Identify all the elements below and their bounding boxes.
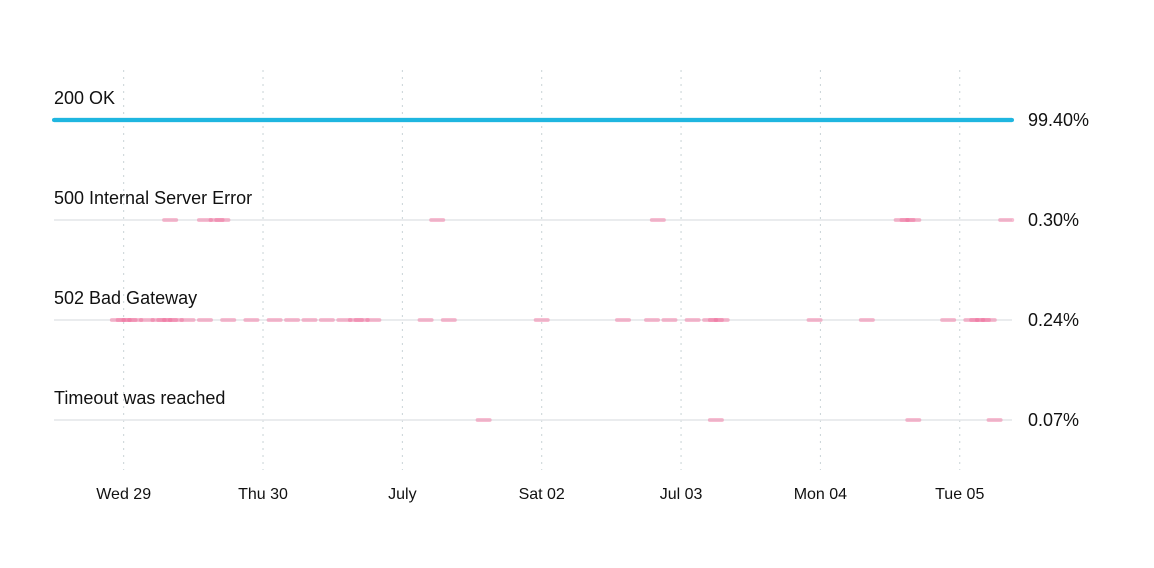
event-segment: [301, 318, 318, 322]
series-share: 0.07%: [1028, 410, 1079, 430]
event-segment: [963, 318, 980, 322]
event-segment: [980, 318, 997, 322]
event-segment: [284, 318, 301, 322]
event-segment: [974, 318, 991, 322]
x-tick-label: Mon 04: [794, 486, 847, 503]
series-label: Timeout was reached: [54, 388, 225, 408]
event-segment: [899, 218, 916, 222]
event-segment: [243, 318, 260, 322]
x-tick-label: Sat 02: [519, 486, 565, 503]
series-share: 0.24%: [1028, 310, 1079, 330]
event-segment: [121, 318, 138, 322]
event-segment: [167, 318, 184, 322]
event-segment: [905, 418, 922, 422]
event-segment: [713, 318, 730, 322]
x-tick-label: Thu 30: [238, 486, 288, 503]
event-segment: [475, 418, 492, 422]
event-segment: [318, 318, 335, 322]
event-segment: [179, 318, 196, 322]
event-segment: [115, 318, 132, 322]
event-segment: [707, 318, 724, 322]
x-tick-label: Wed 29: [96, 486, 151, 503]
event-segment: [893, 218, 910, 222]
event-segment: [150, 318, 167, 322]
event-segment: [649, 218, 666, 222]
series-share: 0.30%: [1028, 210, 1079, 230]
event-segment: [998, 218, 1015, 222]
event-segment: [162, 218, 179, 222]
event-segment: [969, 318, 986, 322]
event-segment: [353, 318, 370, 322]
event-segment: [266, 318, 283, 322]
event-segment: [214, 218, 231, 222]
event-segment: [707, 418, 724, 422]
event-segment: [196, 218, 213, 222]
series-row: 200 OK 99.40%: [52, 88, 1089, 130]
event-segment: [347, 318, 364, 322]
series-label: 200 OK: [54, 88, 115, 108]
event-segment: [702, 318, 719, 322]
event-segment: [940, 318, 957, 322]
event-segment: [127, 318, 144, 322]
event-segment: [336, 318, 353, 322]
event-segment: [644, 318, 661, 322]
x-tick-label: July: [388, 486, 416, 503]
series-label: 502 Bad Gateway: [54, 288, 197, 308]
event-segment: [533, 318, 550, 322]
event-segment: [365, 318, 382, 322]
event-segment: [417, 318, 434, 322]
event-segment: [156, 318, 173, 322]
event-segment: [661, 318, 678, 322]
x-axis-ticks: Wed 29 Thu 30 July Sat 02 Jul 03 Mon 04 Tue 05: [96, 486, 984, 503]
series-share: 99.40%: [1028, 110, 1089, 130]
series-rows: 200 OK 99.40% 500 Internal Server Error 0.3…: [52, 88, 1089, 430]
x-tick-label: Jul 03: [660, 486, 703, 503]
series-row: Timeout was reached 0.07%: [54, 388, 1079, 430]
series-row: 502 Bad Gateway 0.24%: [54, 288, 1079, 330]
event-segment: [196, 318, 213, 322]
event-segment: [162, 318, 179, 322]
series-label: 500 Internal Server Error: [54, 188, 252, 208]
event-segment: [684, 318, 701, 322]
event-segment: [858, 318, 875, 322]
event-segment: [109, 318, 126, 322]
series-row: 500 Internal Server Error 0.30%: [54, 188, 1079, 230]
event-segment: [614, 318, 631, 322]
event-segment: [986, 418, 1003, 422]
event-segment: [806, 318, 823, 322]
event-segment: [429, 218, 446, 222]
x-tick-label: Tue 05: [935, 486, 984, 503]
event-segment: [208, 218, 225, 222]
event-segment: [138, 318, 155, 322]
event-segment: [220, 318, 237, 322]
vertical-grid: [123, 70, 961, 470]
event-segment: [440, 318, 457, 322]
event-segment: [905, 218, 922, 222]
